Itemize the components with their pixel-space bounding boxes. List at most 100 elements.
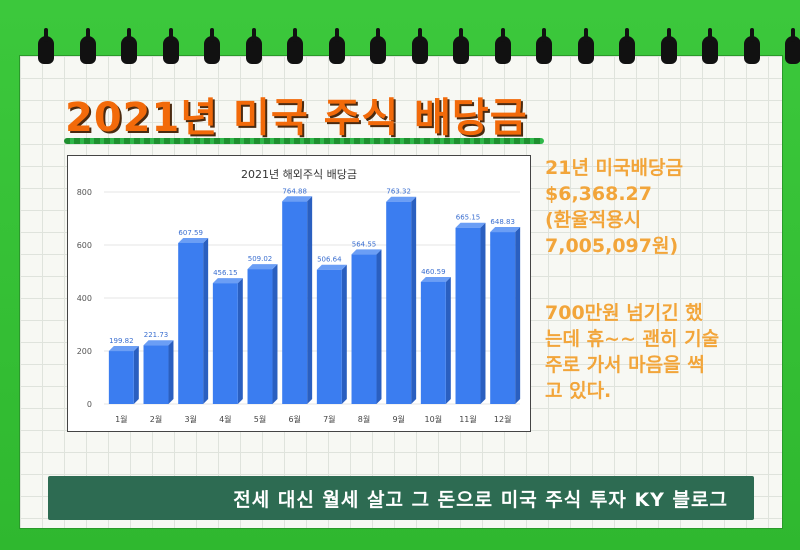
binder-rings [0, 28, 800, 68]
chart-panel: 2021년 해외주식 배당금 0 200 400 600 800 199.82 1월 221.… [67, 155, 531, 432]
bar-side [168, 340, 174, 404]
bar-side [480, 222, 486, 404]
data-label: 763.32 [386, 188, 411, 196]
binder-ring [577, 28, 594, 64]
x-tick-label: 3월 [184, 414, 196, 424]
bar-chart: 0 200 400 600 800 199.82 1월 221.73 2월 607.59 3월 456… [77, 187, 521, 424]
data-label: 607.59 [178, 229, 203, 237]
summary-line-1: 21년 미국배당금 [545, 157, 683, 179]
data-label: 509.02 [248, 255, 273, 263]
x-tick-label: 6월 [288, 414, 300, 424]
data-label: 665.15 [456, 214, 481, 222]
data-label: 221.73 [144, 331, 169, 339]
bar-top [247, 264, 278, 270]
binder-ring [660, 28, 677, 64]
bar [420, 281, 446, 404]
summary-line-3: (환율적용시 [545, 209, 642, 231]
bar-top [143, 340, 174, 346]
binder-ring [453, 28, 469, 64]
x-tick-label: 5월 [254, 414, 266, 424]
note-line-2: 는데 휴~~ 괜히 기술 [545, 328, 720, 350]
comment-text: 700만원 넘기긴 했 는데 휴~~ 괜히 기술 주로 가서 마음을 썩 고 있… [545, 300, 770, 404]
data-label: 564.55 [352, 240, 377, 248]
data-label: 456.15 [213, 269, 238, 277]
y-tick-label: 400 [77, 294, 92, 303]
bar-top [351, 249, 382, 255]
y-tick-label: 600 [77, 241, 92, 250]
bar-side [376, 249, 382, 404]
title-underline [64, 138, 544, 144]
binder-ring [785, 28, 800, 64]
bar-top [282, 196, 313, 202]
binder-ring [411, 28, 428, 64]
binder-ring [287, 28, 303, 64]
bar-top [420, 276, 451, 282]
binder-ring [536, 28, 552, 64]
data-label: 648.83 [490, 218, 514, 226]
dividend-summary: 21년 미국배당금 $6,368.27 (환율적용시 7,005,097원) [545, 155, 765, 259]
y-tick-label: 200 [77, 347, 92, 356]
binder-ring [204, 28, 220, 64]
note-line-1: 700만원 넘기긴 했 [545, 302, 703, 324]
bar-side [341, 264, 347, 404]
binder-ring [121, 28, 137, 64]
binder-ring [162, 28, 179, 64]
bar [247, 269, 273, 404]
page-title: 2021년 미국 주식 배당금 [65, 95, 528, 141]
bar [386, 201, 412, 404]
note-line-3: 주로 가서 마음을 썩 [545, 354, 705, 376]
x-tick-label: 11월 [459, 414, 477, 424]
bar [143, 345, 169, 404]
footer-banner: 전세 대신 월세 살고 그 돈으로 미국 주식 투자 KY 블로그 [48, 476, 754, 520]
binder-ring [79, 28, 96, 64]
bar-top [386, 196, 417, 202]
bar-top [178, 237, 209, 243]
bar-side [515, 227, 521, 404]
bar [212, 283, 238, 404]
bar-side [445, 276, 451, 404]
bar [490, 232, 516, 404]
bar [351, 254, 377, 404]
binder-ring [494, 28, 511, 64]
bar-top [108, 346, 139, 352]
bar-side [411, 196, 417, 404]
footer-text: 전세 대신 월세 살고 그 돈으로 미국 주식 투자 KY 블로그 [233, 489, 728, 511]
x-tick-label: 9월 [392, 414, 404, 424]
bar-top [212, 278, 243, 284]
bar-top [455, 222, 486, 228]
x-tick-label: 1월 [115, 414, 127, 424]
x-tick-label: 4월 [219, 414, 231, 424]
binder-ring [743, 28, 760, 64]
bar-top [490, 227, 521, 233]
bar [316, 269, 342, 404]
bar [108, 351, 134, 404]
x-tick-label: 7월 [323, 414, 335, 424]
binder-ring [619, 28, 635, 64]
binder-ring [702, 28, 718, 64]
bar-top [316, 264, 347, 270]
bar-side [307, 196, 313, 404]
bar [282, 201, 308, 404]
binder-ring [38, 28, 54, 64]
summary-line-4: 7,005,097원) [545, 235, 679, 257]
binder-ring [245, 28, 262, 64]
data-label: 199.82 [109, 337, 134, 345]
binder-ring [328, 28, 345, 64]
chart-title: 2021년 해외주식 배당금 [241, 168, 357, 181]
data-label: 506.64 [317, 256, 342, 264]
data-label: 764.88 [282, 187, 307, 195]
x-tick-label: 10월 [425, 414, 443, 424]
x-tick-label: 8월 [358, 414, 370, 424]
y-tick-label: 0 [87, 400, 92, 409]
bar-side [272, 264, 278, 404]
bar [455, 227, 481, 404]
bar [178, 242, 204, 404]
note-line-4: 고 있다. [545, 380, 612, 402]
x-tick-label: 2월 [150, 414, 162, 424]
summary-line-2: $6,368.27 [545, 183, 652, 205]
binder-ring [370, 28, 386, 64]
data-label: 460.59 [421, 268, 446, 276]
bar-side [203, 237, 209, 404]
bar-side [237, 278, 243, 404]
bar-side [133, 346, 139, 404]
